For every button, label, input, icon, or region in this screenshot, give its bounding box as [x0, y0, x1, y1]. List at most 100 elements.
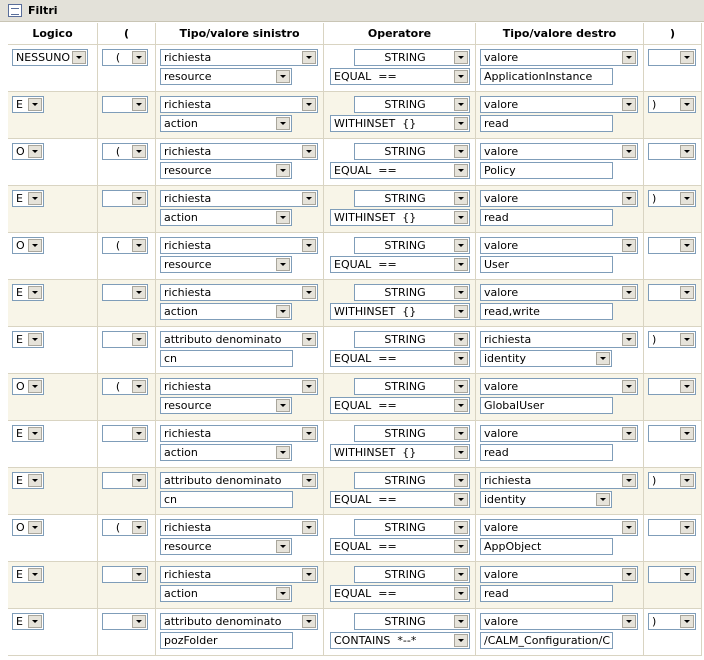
operator-type-select[interactable]: STRING — [354, 331, 470, 348]
dropdown-arrow[interactable] — [132, 615, 146, 628]
logic-select[interactable]: O — [12, 237, 44, 254]
dropdown-arrow[interactable] — [454, 474, 468, 487]
operator-select[interactable]: WITHINSET {} — [330, 209, 470, 226]
operator-type-select[interactable]: STRING — [354, 49, 470, 66]
dropdown-arrow[interactable] — [454, 352, 468, 365]
open-paren-select[interactable]: ( — [102, 49, 148, 66]
close-paren-select[interactable]: ) — [648, 96, 696, 113]
dropdown-arrow[interactable] — [276, 446, 290, 459]
dropdown-arrow[interactable] — [302, 145, 316, 158]
dropdown-arrow[interactable] — [454, 446, 468, 459]
right-value-input[interactable]: /CALM_Configuration/C — [480, 632, 613, 649]
dropdown-arrow[interactable] — [622, 427, 636, 440]
dropdown-arrow[interactable] — [454, 211, 468, 224]
dropdown-arrow[interactable] — [680, 474, 694, 487]
dropdown-arrow[interactable] — [680, 427, 694, 440]
logic-select[interactable]: NESSUNO — [12, 49, 89, 66]
operator-select[interactable]: CONTAINS *--* — [330, 632, 470, 649]
dropdown-arrow[interactable] — [622, 51, 636, 64]
dropdown-arrow[interactable] — [680, 615, 694, 628]
dropdown-arrow[interactable] — [132, 286, 146, 299]
dropdown-arrow[interactable] — [622, 521, 636, 534]
logic-select[interactable]: E — [12, 472, 44, 489]
right-value-input[interactable]: read — [480, 444, 613, 461]
dropdown-arrow[interactable] — [454, 70, 468, 83]
close-paren-select[interactable] — [648, 519, 696, 536]
left-value-select[interactable]: resource — [160, 162, 292, 179]
dropdown-arrow[interactable] — [72, 51, 87, 64]
right-type-select[interactable]: valore — [480, 284, 638, 301]
dropdown-arrow[interactable] — [276, 587, 290, 600]
dropdown-arrow[interactable] — [132, 474, 146, 487]
right-type-select[interactable]: valore — [480, 190, 638, 207]
operator-select[interactable]: EQUAL == — [330, 162, 470, 179]
logic-select[interactable]: O — [12, 143, 44, 160]
dropdown-arrow[interactable] — [302, 51, 316, 64]
left-type-select[interactable]: richiesta — [160, 49, 318, 66]
dropdown-arrow[interactable] — [28, 568, 42, 581]
left-value-select[interactable]: action — [160, 115, 292, 132]
operator-select[interactable]: EQUAL == — [330, 68, 470, 85]
operator-type-select[interactable]: STRING — [354, 284, 470, 301]
operator-select[interactable]: WITHINSET {} — [330, 444, 470, 461]
dropdown-arrow[interactable] — [28, 427, 42, 440]
left-type-select[interactable]: richiesta — [160, 425, 318, 442]
left-type-select[interactable]: attributo denominato — [160, 331, 318, 348]
right-value-input[interactable]: read — [480, 585, 613, 602]
logic-select[interactable]: E — [12, 566, 44, 583]
right-value-select[interactable]: identity — [480, 491, 612, 508]
operator-select[interactable]: WITHINSET {} — [330, 303, 470, 320]
dropdown-arrow[interactable] — [622, 615, 636, 628]
logic-select[interactable]: O — [12, 378, 44, 395]
dropdown-arrow[interactable] — [680, 98, 694, 111]
dropdown-arrow[interactable] — [132, 51, 146, 64]
left-value-select[interactable]: action — [160, 303, 292, 320]
close-paren-select[interactable]: ) — [648, 190, 696, 207]
dropdown-arrow[interactable] — [302, 474, 316, 487]
dropdown-arrow[interactable] — [132, 333, 146, 346]
dropdown-arrow[interactable] — [680, 333, 694, 346]
left-value-select[interactable]: resource — [160, 256, 292, 273]
dropdown-arrow[interactable] — [132, 98, 146, 111]
close-paren-select[interactable] — [648, 425, 696, 442]
dropdown-arrow[interactable] — [454, 164, 468, 177]
open-paren-select[interactable] — [102, 190, 148, 207]
open-paren-select[interactable]: ( — [102, 143, 148, 160]
dropdown-arrow[interactable] — [302, 286, 316, 299]
dropdown-arrow[interactable] — [622, 568, 636, 581]
dropdown-arrow[interactable] — [28, 521, 42, 534]
dropdown-arrow[interactable] — [680, 239, 694, 252]
left-type-select[interactable]: richiesta — [160, 143, 318, 160]
dropdown-arrow[interactable] — [454, 286, 468, 299]
left-type-select[interactable]: richiesta — [160, 237, 318, 254]
close-paren-select[interactable]: ) — [648, 331, 696, 348]
open-paren-select[interactable] — [102, 613, 148, 630]
operator-type-select[interactable]: STRING — [354, 96, 470, 113]
left-value-select[interactable]: action — [160, 209, 292, 226]
dropdown-arrow[interactable] — [622, 98, 636, 111]
dropdown-arrow[interactable] — [28, 380, 42, 393]
dropdown-arrow[interactable] — [454, 634, 468, 647]
operator-type-select[interactable]: STRING — [354, 378, 470, 395]
dropdown-arrow[interactable] — [276, 399, 290, 412]
left-value-select[interactable]: action — [160, 585, 292, 602]
dropdown-arrow[interactable] — [132, 145, 146, 158]
dropdown-arrow[interactable] — [132, 521, 146, 534]
dropdown-arrow[interactable] — [132, 239, 146, 252]
dropdown-arrow[interactable] — [302, 98, 316, 111]
operator-type-select[interactable]: STRING — [354, 425, 470, 442]
operator-select[interactable]: EQUAL == — [330, 397, 470, 414]
operator-select[interactable]: EQUAL == — [330, 256, 470, 273]
dropdown-arrow[interactable] — [454, 521, 468, 534]
close-paren-select[interactable] — [648, 566, 696, 583]
right-type-select[interactable]: valore — [480, 519, 638, 536]
close-paren-select[interactable]: ) — [648, 613, 696, 630]
dropdown-arrow[interactable] — [276, 211, 290, 224]
open-paren-select[interactable] — [102, 566, 148, 583]
close-paren-select[interactable]: ) — [648, 472, 696, 489]
dropdown-arrow[interactable] — [302, 192, 316, 205]
dropdown-arrow[interactable] — [454, 493, 468, 506]
dropdown-arrow[interactable] — [132, 192, 146, 205]
open-paren-select[interactable] — [102, 331, 148, 348]
left-type-select[interactable]: richiesta — [160, 190, 318, 207]
